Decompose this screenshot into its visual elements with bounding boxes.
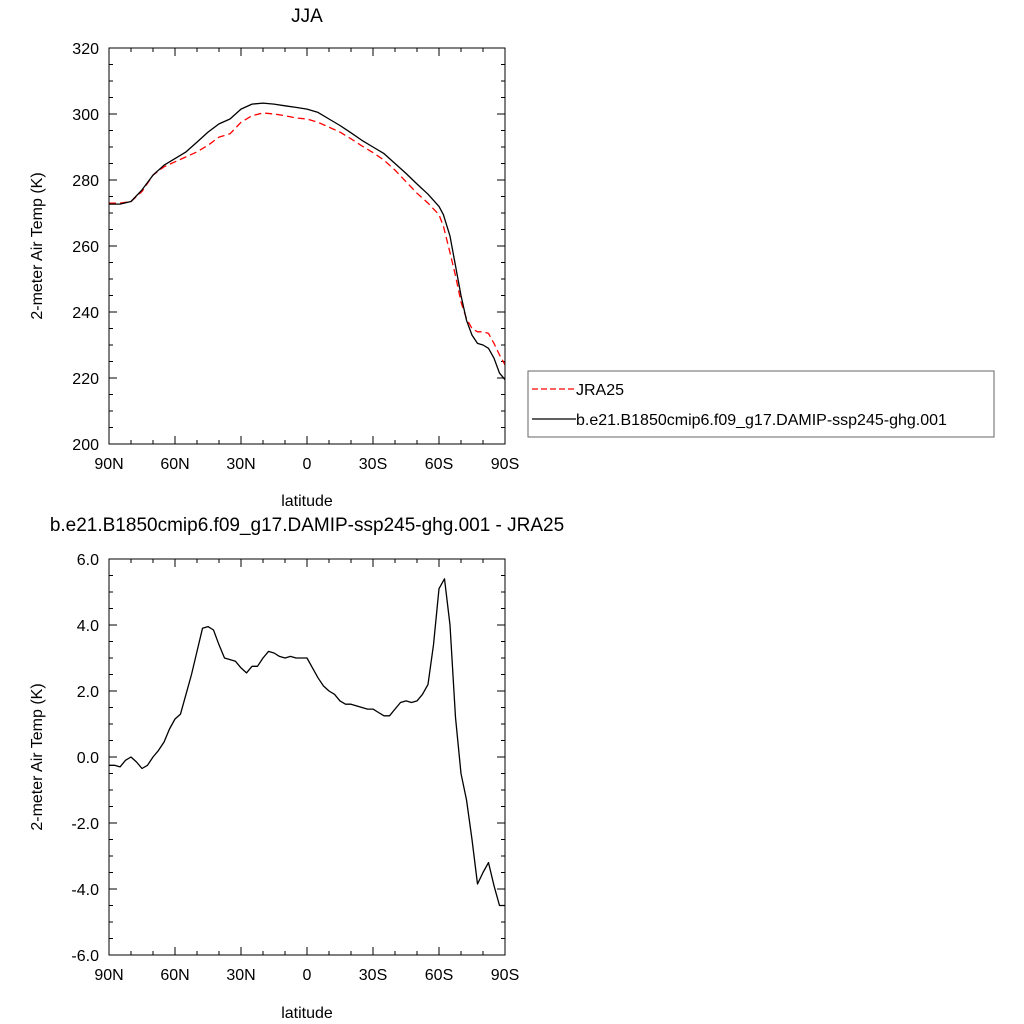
bottom-series-line-0 — [109, 578, 505, 907]
top-y-tick-label: 240 — [72, 305, 99, 322]
top-y-tick-label: 200 — [72, 437, 99, 454]
top-y-tick-label: 300 — [72, 107, 99, 124]
top-x-tick-label: 30S — [359, 456, 387, 473]
top-y-tick-label: 220 — [72, 371, 99, 388]
top-y-tick-label: 280 — [72, 173, 99, 190]
top-x-axis-label: latitude — [281, 493, 333, 510]
bottom-y-tick-label: -4.0 — [71, 882, 99, 899]
top-x-tick-label: 90N — [94, 456, 123, 473]
top-series-line-1 — [109, 102, 506, 381]
legend-label-model: b.e21.B1850cmip6.f09_g17.DAMIP-ssp245-gh… — [576, 412, 947, 429]
bottom-y-axis-label: 2-meter Air Temp (K) — [29, 683, 46, 830]
bottom-x-tick-label: 0 — [303, 967, 312, 984]
top-x-tick-label: 60N — [160, 456, 189, 473]
top-y-tick-label: 260 — [72, 239, 99, 256]
top-y-axis-label: 2-meter Air Temp (K) — [29, 172, 46, 319]
bottom-x-tick-label: 60S — [425, 967, 453, 984]
bottom-y-tick-label: 6.0 — [77, 552, 99, 569]
bottom-chart-title: b.e21.B1850cmip6.f09_g17.DAMIP-ssp245-gh… — [50, 515, 564, 536]
top-chart-title: JJA — [291, 6, 323, 27]
bottom-x-tick-label: 60N — [160, 967, 189, 984]
bottom-x-tick-label: 30S — [359, 967, 387, 984]
bottom-y-tick-label: 4.0 — [77, 618, 99, 635]
bottom-y-tick-label: 0.0 — [77, 750, 99, 767]
bottom-x-tick-label: 90N — [94, 967, 123, 984]
bottom-y-tick-label: -2.0 — [71, 816, 99, 833]
bottom-x-tick-label: 90S — [491, 967, 519, 984]
top-x-tick-label: 0 — [303, 456, 312, 473]
bottom-chart: b.e21.B1850cmip6.f09_g17.DAMIP-ssp245-gh… — [29, 515, 564, 1022]
bottom-x-tick-label: 30N — [226, 967, 255, 984]
top-y-tick-label: 320 — [72, 41, 99, 58]
top-x-tick-label: 30N — [226, 456, 255, 473]
legend: JRA25 b.e21.B1850cmip6.f09_g17.DAMIP-ssp… — [527, 370, 995, 438]
bottom-plot-frame — [108, 558, 506, 956]
legend-label-jra25: JRA25 — [576, 382, 624, 399]
top-x-tick-label: 60S — [425, 456, 453, 473]
bottom-y-tick-label: 2.0 — [77, 684, 99, 701]
bottom-x-axis-label: latitude — [281, 1005, 333, 1022]
top-series-line-0 — [109, 112, 506, 366]
top-x-tick-label: 90S — [491, 456, 519, 473]
bottom-y-tick-label: -6.0 — [71, 948, 99, 965]
legend-box — [527, 370, 995, 438]
top-chart: JJA 90N 60N 30N 0 30S 60S 90S 200 220 240 260 280 3… — [29, 6, 519, 510]
top-plot-frame — [108, 47, 506, 445]
